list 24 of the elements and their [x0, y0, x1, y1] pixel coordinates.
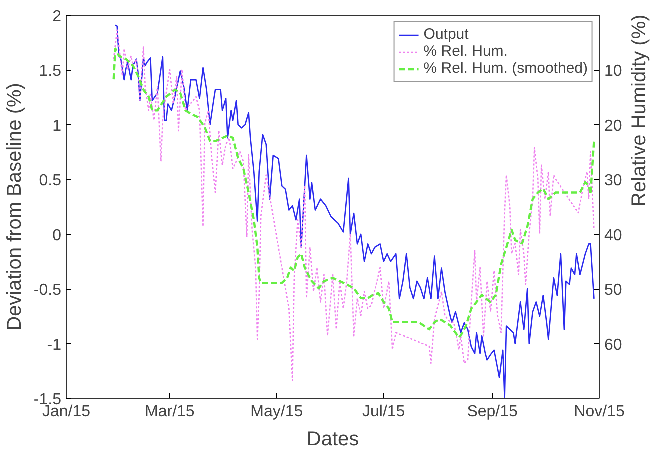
legend-label: % Rel. Hum. (smoothed)	[424, 60, 588, 77]
x-tick-label: Mar/15	[145, 404, 195, 420]
y2-tick-label: 50	[604, 282, 622, 300]
y-tick-label: 2	[52, 8, 62, 26]
y2-tick-label: 10	[604, 63, 622, 80]
y-tick-label: 0	[52, 227, 62, 244]
x-tick-label: Jul/15	[362, 404, 406, 420]
y2-tick-label: 30	[604, 172, 622, 190]
y-tick-label: -0.5	[34, 282, 62, 300]
y-axis-title: Deviation from Baseline (%)	[4, 83, 26, 331]
y2-tick-label: 60	[604, 336, 622, 354]
y2-axis-title: Relative Humidity (%)	[628, 14, 650, 207]
y-tick-label: 1	[52, 118, 62, 135]
y-tick-label: 0.5	[39, 172, 62, 190]
y2-tick-label: 40	[604, 227, 622, 244]
legend-label: Output	[424, 26, 469, 43]
y-tick-label: -1	[47, 336, 62, 354]
y2-tick-label: 20	[604, 118, 622, 135]
x-tick-label: Sep/15	[467, 404, 518, 420]
x-tick-label: May/15	[250, 404, 304, 420]
y-tick-label: 1.5	[39, 63, 62, 80]
x-tick-label: Nov/15	[574, 404, 625, 420]
x-axis-title: Dates	[306, 428, 360, 450]
legend-label: % Rel. Hum.	[424, 43, 508, 60]
